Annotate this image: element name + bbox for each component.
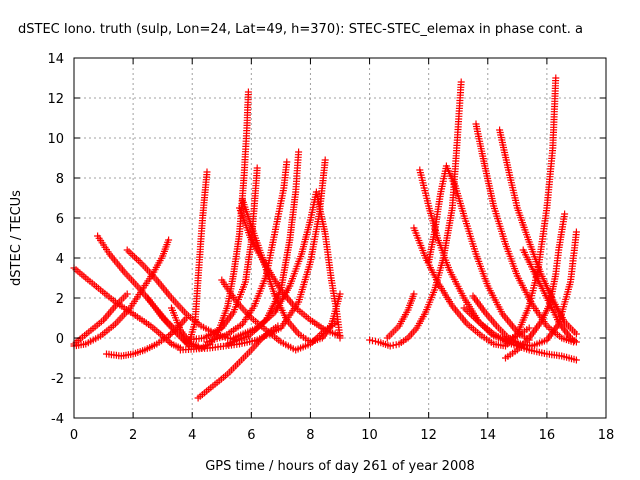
x-tick-label: 0 [70, 428, 78, 443]
y-tick-label: -2 [51, 372, 64, 387]
chart-title: dSTEC Iono. truth (sulp, Lon=24, Lat=49,… [18, 22, 583, 37]
series-markers [425, 162, 533, 344]
data-series [168, 168, 211, 346]
data-series [425, 162, 533, 344]
x-tick-label: 4 [188, 428, 196, 443]
axis-ticks: 0 2 4 6 8 10 12 14 16 18 -4 -2 0 2 4 6 8 10 12 14 [47, 52, 614, 443]
series-markers [519, 246, 580, 346]
series-markers [203, 158, 291, 346]
x-tick-label: 2 [129, 428, 137, 443]
x-tick-label: 12 [420, 428, 437, 443]
data-series [519, 246, 580, 346]
data-series [94, 232, 202, 350]
y-tick-label: 10 [47, 132, 64, 147]
series-markers [366, 78, 465, 350]
data-series [366, 78, 465, 350]
plot-frame [73, 57, 607, 419]
y-tick-label: 14 [47, 52, 64, 67]
y-tick-label: 6 [56, 212, 64, 227]
series-markers [176, 156, 329, 354]
data-series [460, 304, 580, 364]
x-tick-label: 8 [306, 428, 314, 443]
series-markers [496, 126, 580, 338]
x-tick-label: 6 [247, 428, 255, 443]
x-tick-label: 18 [598, 428, 615, 443]
series-markers [460, 304, 580, 364]
data-series [203, 158, 291, 346]
x-axis-label: GPS time / hours of day 261 of year 2008 [205, 459, 475, 474]
data-series [230, 188, 344, 342]
x-tick-label: 10 [361, 428, 378, 443]
data-points [70, 74, 580, 402]
y-tick-label: 0 [56, 332, 64, 347]
series-markers [94, 232, 202, 350]
x-tick-label: 16 [539, 428, 556, 443]
data-series [383, 290, 418, 342]
y-tick-label: 4 [56, 252, 64, 267]
data-series [496, 126, 580, 338]
series-markers [230, 188, 344, 342]
y-tick-label: 12 [47, 92, 64, 107]
series-markers [168, 168, 211, 346]
series-markers [383, 290, 418, 342]
y-axis-label: dSTEC / TECUs [9, 190, 24, 286]
y-tick-label: 8 [56, 172, 64, 187]
y-tick-label: -4 [51, 412, 64, 427]
data-series [176, 156, 329, 354]
x-tick-label: 14 [480, 428, 497, 443]
y-tick-label: 2 [56, 292, 64, 307]
